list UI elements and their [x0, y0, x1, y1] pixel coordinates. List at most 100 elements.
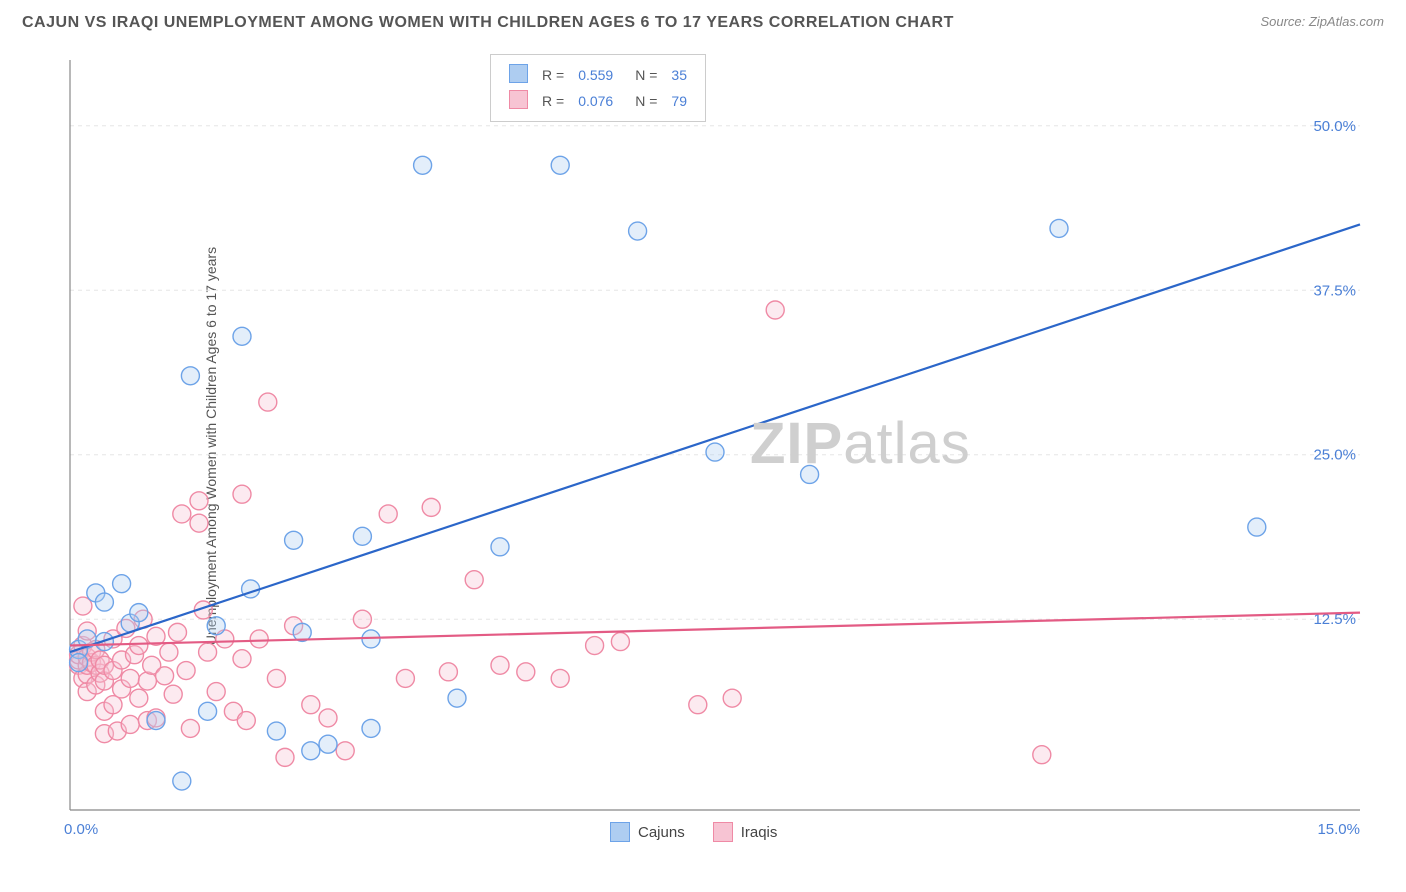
source-label: Source:	[1260, 14, 1308, 29]
scatter-point	[362, 719, 380, 737]
scatter-point	[302, 696, 320, 714]
scatter-point	[95, 593, 113, 611]
scatter-point	[190, 514, 208, 532]
r-label: R =	[536, 63, 570, 87]
scatter-point	[181, 367, 199, 385]
scatter-point	[723, 689, 741, 707]
scatter-point	[190, 492, 208, 510]
scatter-point	[156, 667, 174, 685]
legend-row: R =0.559N =35	[503, 63, 693, 87]
x-origin-label: 0.0%	[64, 821, 98, 838]
scatter-point	[173, 505, 191, 523]
series-name: Cajuns	[638, 824, 685, 841]
legend-swatch	[713, 822, 733, 842]
legend-swatch	[610, 822, 630, 842]
scatter-point	[147, 712, 165, 730]
source-value: ZipAtlas.com	[1309, 14, 1384, 29]
scatter-point	[199, 702, 217, 720]
scatter-point	[233, 485, 251, 503]
source-attribution: Source: ZipAtlas.com	[1260, 14, 1384, 29]
scatter-point	[259, 393, 277, 411]
correlation-legend-table: R =0.559N =35R =0.076N =79	[501, 61, 695, 115]
series-name: Iraqis	[741, 824, 778, 841]
scatter-point	[285, 531, 303, 549]
scatter-point	[199, 643, 217, 661]
scatter-point	[689, 696, 707, 714]
y-tick-label: 37.5%	[1313, 282, 1356, 299]
scatter-point	[586, 637, 604, 655]
n-value: 79	[665, 89, 693, 113]
scatter-point	[164, 685, 182, 703]
scatter-point	[173, 772, 191, 790]
scatter-point	[130, 689, 148, 707]
scatter-point	[70, 654, 88, 672]
scatter-point	[207, 683, 225, 701]
scatter-point	[336, 742, 354, 760]
chart-title: CAJUN VS IRAQI UNEMPLOYMENT AMONG WOMEN …	[22, 14, 954, 32]
scatter-point	[448, 689, 466, 707]
scatter-point	[233, 650, 251, 668]
x-max-label: 15.0%	[1317, 821, 1360, 838]
y-tick-label: 50.0%	[1313, 118, 1356, 135]
scatter-plot-svg: 12.5%25.0%37.5%50.0%0.0%15.0%	[50, 50, 1380, 850]
scatter-point	[491, 538, 509, 556]
scatter-point	[465, 571, 483, 589]
scatter-point	[551, 669, 569, 687]
scatter-point	[491, 656, 509, 674]
scatter-point	[353, 527, 371, 545]
scatter-point	[1050, 219, 1068, 237]
scatter-point	[250, 630, 268, 648]
r-label: R =	[536, 89, 570, 113]
n-label: N =	[621, 63, 663, 87]
series-legend-item: Cajuns	[610, 822, 685, 842]
scatter-point	[181, 719, 199, 737]
scatter-point	[104, 696, 122, 714]
n-value: 35	[665, 63, 693, 87]
n-label: N =	[621, 89, 663, 113]
scatter-point	[207, 617, 225, 635]
scatter-point	[267, 669, 285, 687]
scatter-point	[319, 709, 337, 727]
scatter-point	[396, 669, 414, 687]
r-value: 0.559	[572, 63, 619, 87]
scatter-point	[160, 643, 178, 661]
scatter-point	[276, 748, 294, 766]
scatter-point	[121, 715, 139, 733]
scatter-point	[379, 505, 397, 523]
scatter-point	[319, 735, 337, 753]
scatter-point	[422, 498, 440, 516]
legend-row: R =0.076N =79	[503, 89, 693, 113]
scatter-point	[551, 156, 569, 174]
series-legend: Cajuns Iraqis	[610, 822, 777, 842]
series-legend-item: Iraqis	[713, 822, 778, 842]
trend-line	[70, 224, 1360, 652]
scatter-point	[267, 722, 285, 740]
scatter-point	[233, 327, 251, 345]
scatter-point	[177, 662, 195, 680]
r-value: 0.076	[572, 89, 619, 113]
scatter-point	[801, 465, 819, 483]
scatter-point	[113, 575, 131, 593]
scatter-point	[130, 604, 148, 622]
scatter-point	[414, 156, 432, 174]
chart-area: 12.5%25.0%37.5%50.0%0.0%15.0% ZIPatlas R…	[50, 50, 1380, 850]
scatter-point	[439, 663, 457, 681]
legend-swatch	[509, 64, 528, 83]
scatter-point	[169, 623, 187, 641]
scatter-point	[121, 669, 139, 687]
scatter-point	[611, 633, 629, 651]
scatter-point	[629, 222, 647, 240]
scatter-point	[706, 443, 724, 461]
y-tick-label: 25.0%	[1313, 447, 1356, 464]
trend-line	[70, 613, 1360, 646]
correlation-legend: R =0.559N =35R =0.076N =79	[490, 54, 706, 122]
scatter-point	[302, 742, 320, 760]
scatter-point	[766, 301, 784, 319]
scatter-point	[1033, 746, 1051, 764]
scatter-point	[130, 637, 148, 655]
legend-swatch	[509, 90, 528, 109]
scatter-point	[353, 610, 371, 628]
scatter-point	[237, 712, 255, 730]
scatter-point	[1248, 518, 1266, 536]
scatter-point	[517, 663, 535, 681]
